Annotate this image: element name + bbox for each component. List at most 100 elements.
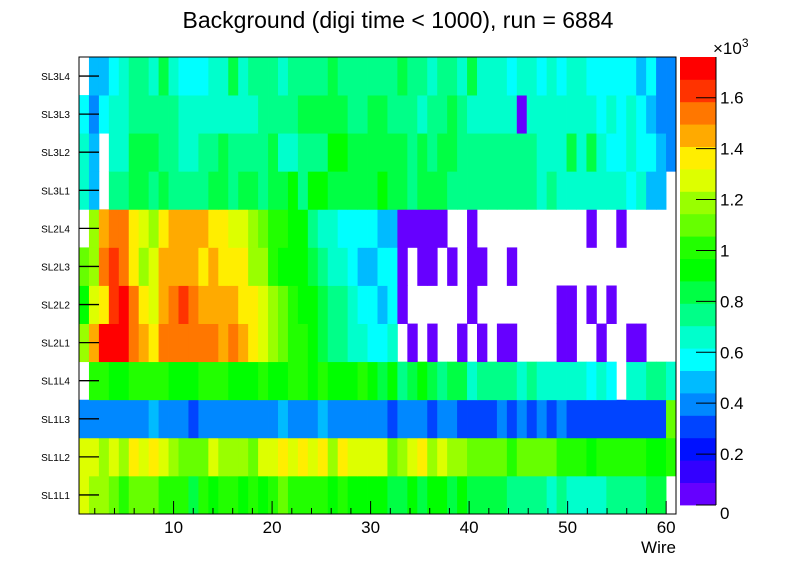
x-axis: 10 20 30 40 50 60 <box>94 501 676 537</box>
heatmap-cell <box>258 361 269 401</box>
heatmap-cell <box>307 209 319 248</box>
heatmap-cell <box>287 361 299 401</box>
heatmap-cell <box>138 437 150 477</box>
y-tick-label: SL1L3 <box>41 415 70 426</box>
heatmap-cell <box>148 247 159 286</box>
heatmap-cell <box>656 361 667 401</box>
palette-band <box>680 124 716 147</box>
heatmap-cell <box>238 133 249 172</box>
x-tick-label: 10 <box>164 518 183 537</box>
palette-band <box>680 191 716 215</box>
heatmap-cell <box>526 57 538 96</box>
heatmap-cell <box>427 133 438 172</box>
heatmap-cell <box>656 57 667 96</box>
heatmap-cell <box>327 399 339 439</box>
heatmap-cell <box>516 133 528 172</box>
heatmap-cell <box>228 285 239 324</box>
heatmap-cell <box>467 285 478 324</box>
heatmap-cell <box>327 133 339 172</box>
heatmap-cell <box>447 133 458 172</box>
heatmap-cell <box>317 247 329 286</box>
palette-band <box>680 258 716 282</box>
heatmap-cell <box>457 361 468 401</box>
heatmap-cell <box>437 475 448 515</box>
heatmap-cell <box>108 323 120 363</box>
heatmap-cell <box>98 399 110 439</box>
heatmap-cell <box>307 323 319 363</box>
heatmap-cell <box>258 209 269 248</box>
heatmap-cell <box>108 171 120 210</box>
heatmap-cell <box>486 95 498 134</box>
heatmap-cell <box>467 361 478 401</box>
heatmap-cell <box>377 95 388 134</box>
heatmap-cell <box>606 437 617 477</box>
y-tick-label: SL3L2 <box>41 148 70 159</box>
heatmap-cell <box>188 57 199 96</box>
heatmap-cell <box>586 285 597 324</box>
heatmap-cell <box>168 209 179 248</box>
heatmap-cell <box>198 399 209 439</box>
heatmap-cell <box>148 133 159 172</box>
heatmap-cell <box>248 209 259 248</box>
heatmap-cell <box>387 399 398 439</box>
x-axis-label: Wire <box>641 538 676 557</box>
palette-band <box>680 281 716 304</box>
heatmap-cell <box>506 95 518 134</box>
heatmap-cell <box>397 475 408 515</box>
heatmap-cell <box>367 133 378 172</box>
heatmap-cell <box>636 57 647 96</box>
heatmap-cell <box>566 57 577 96</box>
heatmap-cell <box>268 361 279 401</box>
heatmap-cell <box>397 361 408 401</box>
heatmap-cell <box>357 209 368 248</box>
heatmap-cell <box>407 437 418 477</box>
heatmap-cell <box>477 133 488 172</box>
heatmap-cell <box>188 285 199 324</box>
heatmap-cell <box>317 285 329 324</box>
heatmap-cell <box>596 361 607 401</box>
heatmap-cell <box>367 475 378 515</box>
heatmap-cell <box>447 57 458 96</box>
heatmap-cell <box>327 171 339 210</box>
heatmap-cell <box>297 209 309 248</box>
heatmap-cell <box>417 247 428 286</box>
heatmap-cell <box>297 57 309 96</box>
heatmap-cell <box>128 475 140 515</box>
heatmap-cell <box>208 361 219 401</box>
heatmap-cell <box>606 95 617 134</box>
y-tick-label: SL3L3 <box>41 110 70 121</box>
heatmap-cell <box>407 57 418 96</box>
heatmap-cell <box>238 475 249 515</box>
heatmap-cell <box>606 57 617 96</box>
heatmap-cell <box>98 475 110 515</box>
heatmap-cell <box>337 95 349 134</box>
heatmap-cell <box>327 209 339 248</box>
palette-band <box>680 303 716 327</box>
heatmap-cell <box>437 133 448 172</box>
heatmap-cell <box>337 323 349 363</box>
heatmap-cell <box>218 475 229 515</box>
heatmap-cell <box>128 247 140 286</box>
heatmap-cell <box>596 475 607 515</box>
heatmap-cell <box>297 361 309 401</box>
heatmap-cell <box>347 323 358 363</box>
heatmap-cell <box>477 323 488 363</box>
heatmap-cell <box>357 95 368 134</box>
heatmap-cell <box>377 133 388 172</box>
heatmap-cell <box>496 475 508 515</box>
palette-band <box>680 437 716 461</box>
heatmap-cell <box>278 95 289 134</box>
z-tick-label: 0.8 <box>720 292 744 311</box>
heatmap-cell <box>447 475 458 515</box>
heatmap-cell <box>128 399 140 439</box>
heatmap-cell <box>307 57 319 96</box>
heatmap-cell <box>128 209 140 248</box>
heatmap-cell <box>397 437 408 477</box>
heatmap-cell <box>278 57 289 96</box>
heatmap-cell <box>118 209 130 248</box>
heatmap-cell <box>228 323 239 363</box>
heatmap-cell <box>626 57 637 96</box>
heatmap-cell <box>268 437 279 477</box>
heatmap-cell <box>516 57 528 96</box>
heatmap-cell <box>536 57 548 96</box>
